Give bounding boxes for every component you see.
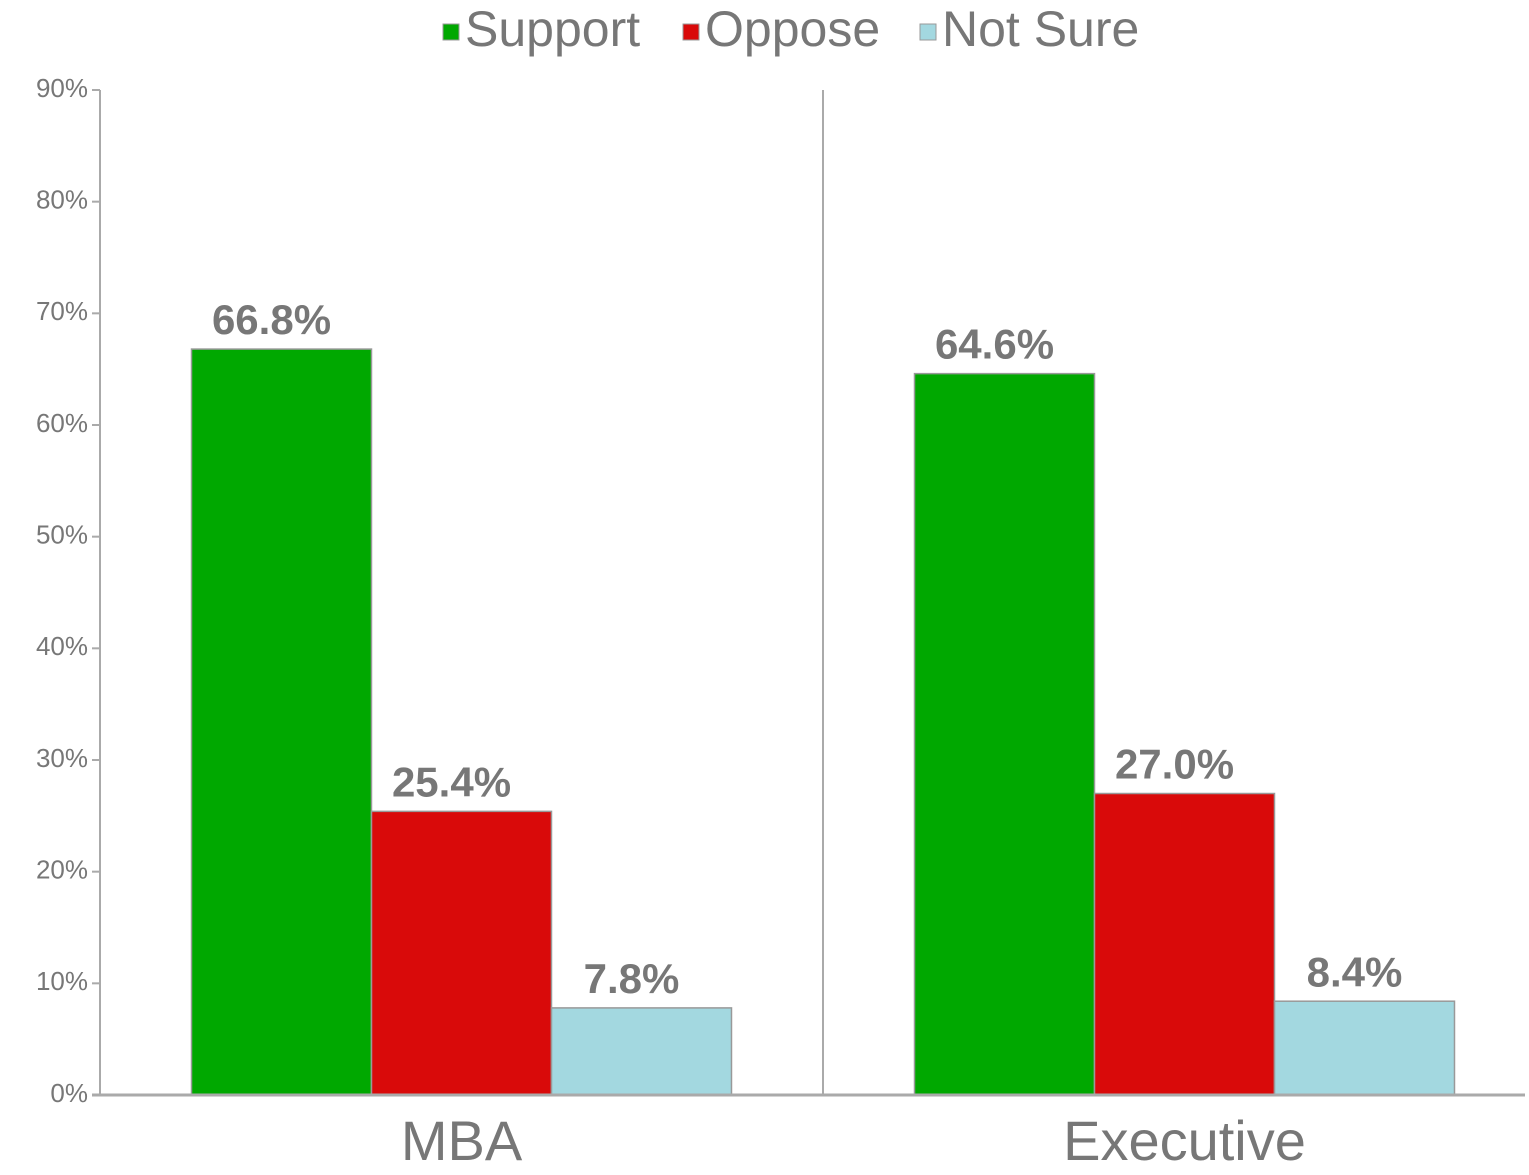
y-tick-label: 80% <box>36 185 88 215</box>
bar <box>1093 792 1276 1096</box>
legend-swatch <box>682 23 700 41</box>
x-tick-label: Executive <box>1063 1109 1306 1172</box>
x-tick-label: MBA <box>401 1109 523 1172</box>
y-tick-label: 70% <box>36 296 88 326</box>
legend-label: Not Sure <box>942 1 1139 57</box>
legend-label: Support <box>465 1 640 57</box>
bar <box>190 348 373 1096</box>
y-tick-label: 20% <box>36 855 88 885</box>
bar <box>913 372 1096 1096</box>
legend-swatch <box>442 23 460 41</box>
data-label: 25.4% <box>392 758 511 805</box>
y-tick-label: 30% <box>36 743 88 773</box>
data-label: 64.6% <box>935 321 1054 368</box>
legend-label: Oppose <box>705 1 880 57</box>
y-tick-label: 50% <box>36 520 88 550</box>
y-tick-label: 0% <box>50 1078 88 1108</box>
y-tick-label: 60% <box>36 408 88 438</box>
y-tick-label: 40% <box>36 631 88 661</box>
data-label: 66.8% <box>212 296 331 343</box>
data-label: 27.0% <box>1115 741 1234 788</box>
bar <box>550 1007 733 1096</box>
legend-swatch <box>919 23 937 41</box>
bar <box>1273 1000 1456 1096</box>
y-tick-label: 10% <box>36 966 88 996</box>
data-label: 8.4% <box>1307 948 1403 995</box>
data-label: 7.8% <box>584 955 680 1002</box>
bar <box>370 810 553 1096</box>
y-tick-label: 90% <box>36 73 88 103</box>
